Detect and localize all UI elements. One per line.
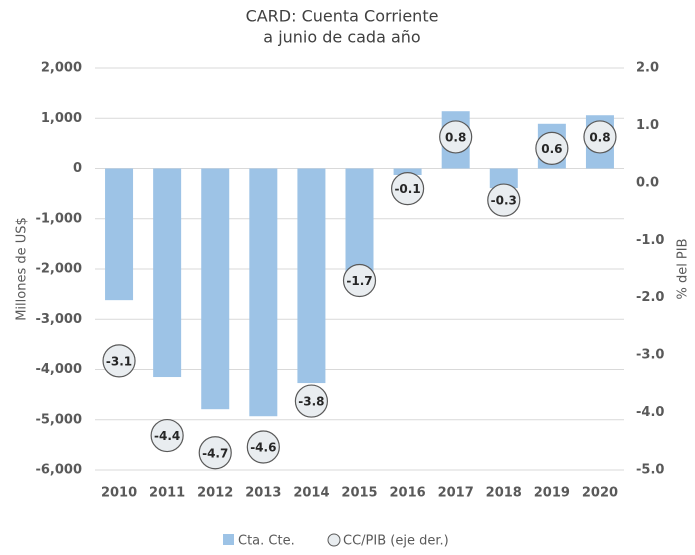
bar (105, 168, 134, 301)
x-tick-label: 2016 (389, 486, 425, 501)
y2-tick-label: -4.0 (636, 405, 664, 420)
data-label: -4.6 (250, 441, 276, 455)
legend-label: CC/PIB (eje der.) (343, 534, 449, 549)
y-tick-label: -5,000 (35, 412, 82, 427)
data-label: -0.3 (491, 194, 517, 208)
point-marker (583, 120, 617, 154)
data-label: 0.8 (589, 130, 610, 144)
data-label: -4.4 (154, 429, 180, 443)
point-marker (439, 120, 473, 154)
data-label: 0.6 (541, 142, 562, 156)
chart-subtitle: a junio de cada año (263, 28, 420, 47)
y-tick-label: -3,000 (35, 312, 82, 327)
x-tick-label: 2015 (341, 486, 377, 501)
bar (201, 168, 230, 410)
point-marker (150, 418, 184, 453)
y-tick-label: -4,000 (35, 362, 82, 377)
x-tick-label: 2017 (438, 486, 474, 501)
point-marker (342, 263, 377, 298)
x-tick-label: 2013 (245, 486, 281, 501)
bar (297, 168, 326, 384)
y-tick-label: -2,000 (35, 262, 82, 277)
point-marker (487, 183, 521, 217)
bar (153, 168, 182, 378)
y2-tick-label: -1.0 (636, 233, 664, 248)
bar (489, 168, 518, 189)
y2-axis-label: % del PIB (676, 238, 691, 299)
data-label: -3.1 (106, 354, 132, 368)
bar (249, 168, 278, 417)
data-label: -0.1 (394, 182, 420, 196)
y2-tick-label: -3.0 (636, 348, 664, 363)
x-tick-label: 2014 (293, 486, 329, 501)
y2-tick-label: 0.0 (636, 175, 659, 190)
bar (345, 168, 374, 272)
point-marker (294, 384, 329, 418)
point-marker (198, 436, 232, 470)
x-tick-label: 2019 (534, 486, 570, 501)
legend-swatch (327, 533, 341, 547)
point-marker (246, 430, 280, 464)
y2-tick-label: -5.0 (636, 463, 664, 478)
chart-title: CARD: Cuenta Corriente (246, 7, 439, 26)
bar (393, 168, 422, 176)
y2-tick-label: -2.0 (636, 290, 664, 305)
x-tick-label: 2020 (582, 486, 618, 501)
legend-label: Cta. Cte. (238, 534, 295, 549)
data-label: -4.7 (202, 446, 228, 460)
y-tick-label: -1,000 (35, 211, 82, 226)
y-tick-label: -6,000 (35, 463, 82, 478)
y-tick-label: 2,000 (41, 61, 82, 76)
y-tick-label: 1,000 (41, 111, 82, 126)
x-tick-label: 2011 (149, 486, 185, 501)
y2-tick-label: 2.0 (636, 61, 659, 76)
y-axis-label: Millones de US$ (15, 217, 30, 321)
x-tick-label: 2010 (101, 486, 137, 501)
y-tick-label: 0 (73, 161, 82, 176)
point-marker (102, 344, 136, 378)
data-label: 0.8 (445, 130, 466, 144)
data-label: -1.7 (346, 274, 372, 288)
point-marker (390, 172, 425, 206)
legend-swatch (223, 534, 234, 545)
y2-tick-label: 1.0 (636, 118, 659, 133)
x-tick-label: 2012 (197, 486, 233, 501)
point-marker (535, 131, 569, 165)
data-label: -3.8 (298, 395, 324, 409)
x-tick-label: 2018 (486, 486, 522, 501)
